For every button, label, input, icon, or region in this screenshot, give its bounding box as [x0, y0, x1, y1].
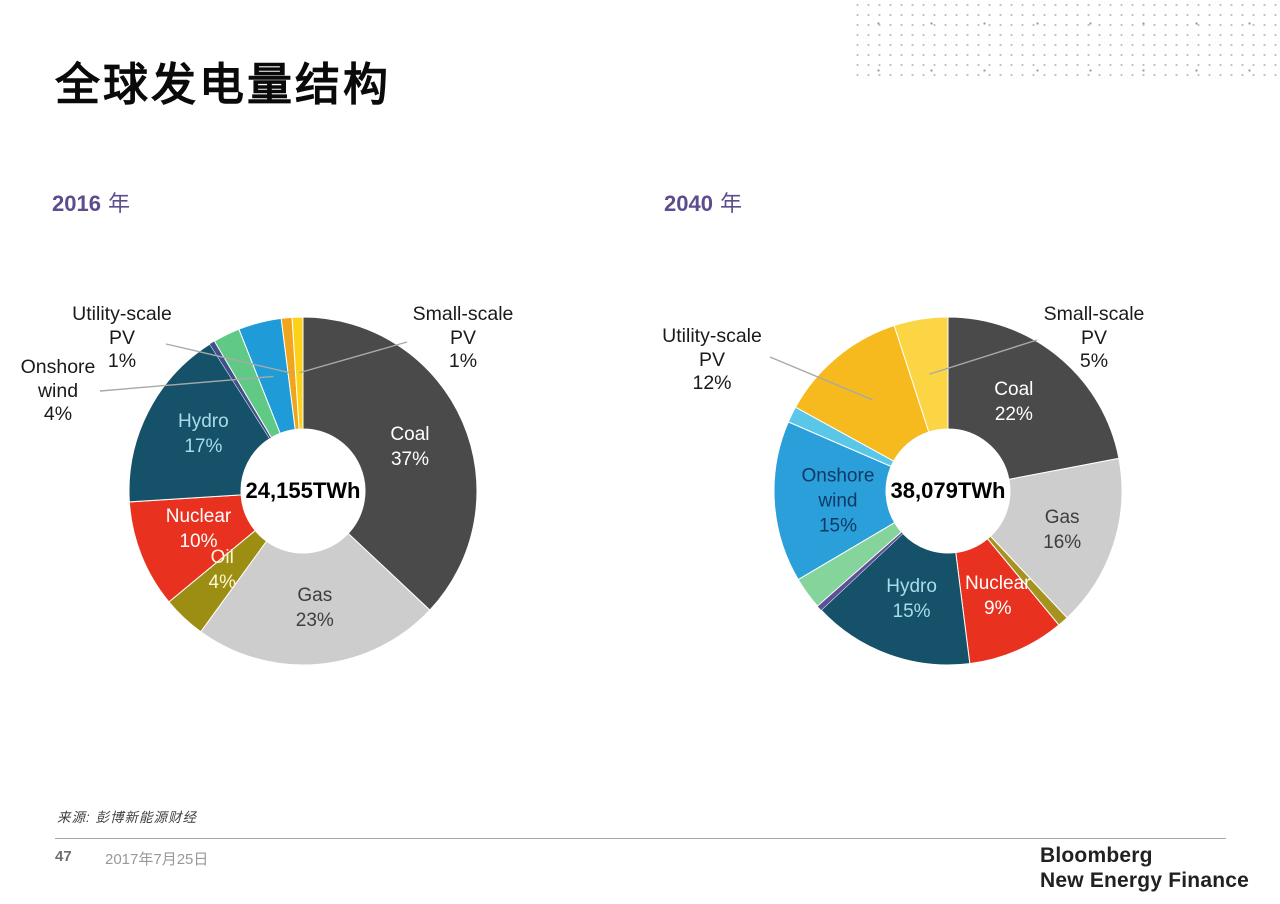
logo-line-1: Bloomberg [1040, 844, 1153, 867]
year-suffix-2040: 年 [719, 191, 742, 216]
donut-total-2016: 24,155TWh [245, 478, 361, 503]
leader-line-small-scale-pv [299, 341, 408, 374]
chart-year-2040: 2040 年 [664, 186, 742, 218]
leader-line-small-scale-pv [929, 339, 1038, 375]
leader-line-utility-scale-pv [165, 343, 293, 374]
year-value-2040: 2040 [664, 191, 713, 216]
donut-total-2040: 38,079TWh [890, 478, 1006, 503]
donut-slice-gas [989, 457, 1123, 619]
dot-pattern-decoration [852, 0, 1280, 82]
donut-slice-hydro [820, 532, 971, 666]
footer-divider [55, 838, 1226, 839]
donut-slice-gas [200, 532, 431, 666]
page-number: 47 [55, 848, 72, 865]
chart-year-2016: 2016 年 [52, 186, 130, 218]
bnef-logo: Bloomberg New Energy Finance [1040, 843, 1249, 893]
leader-line-onshore-wind [99, 375, 274, 392]
leader-line-utility-scale-pv [769, 356, 873, 401]
donut-slice-small-scale-pv [893, 316, 949, 433]
page-title: 全球发电量结构 [55, 59, 392, 110]
donut-slice-hydro [128, 343, 271, 503]
donut-slice-unlabeled [209, 341, 272, 439]
donut-slice-coal [947, 316, 1120, 480]
donut-slice-unlabeled [817, 532, 903, 611]
footer-date: 2017年7月25日 [105, 851, 209, 868]
year-suffix-2016: 年 [107, 191, 130, 216]
donut-slice-small-scale-pv [291, 316, 304, 430]
logo-line-2: New Energy Finance [1040, 869, 1249, 892]
donut-slice-coal [302, 316, 478, 611]
donut-slice-onshore-wind [773, 421, 896, 581]
year-value-2016: 2016 [52, 191, 101, 216]
source-note: 来源: 彭博新能源财经 [57, 810, 198, 825]
